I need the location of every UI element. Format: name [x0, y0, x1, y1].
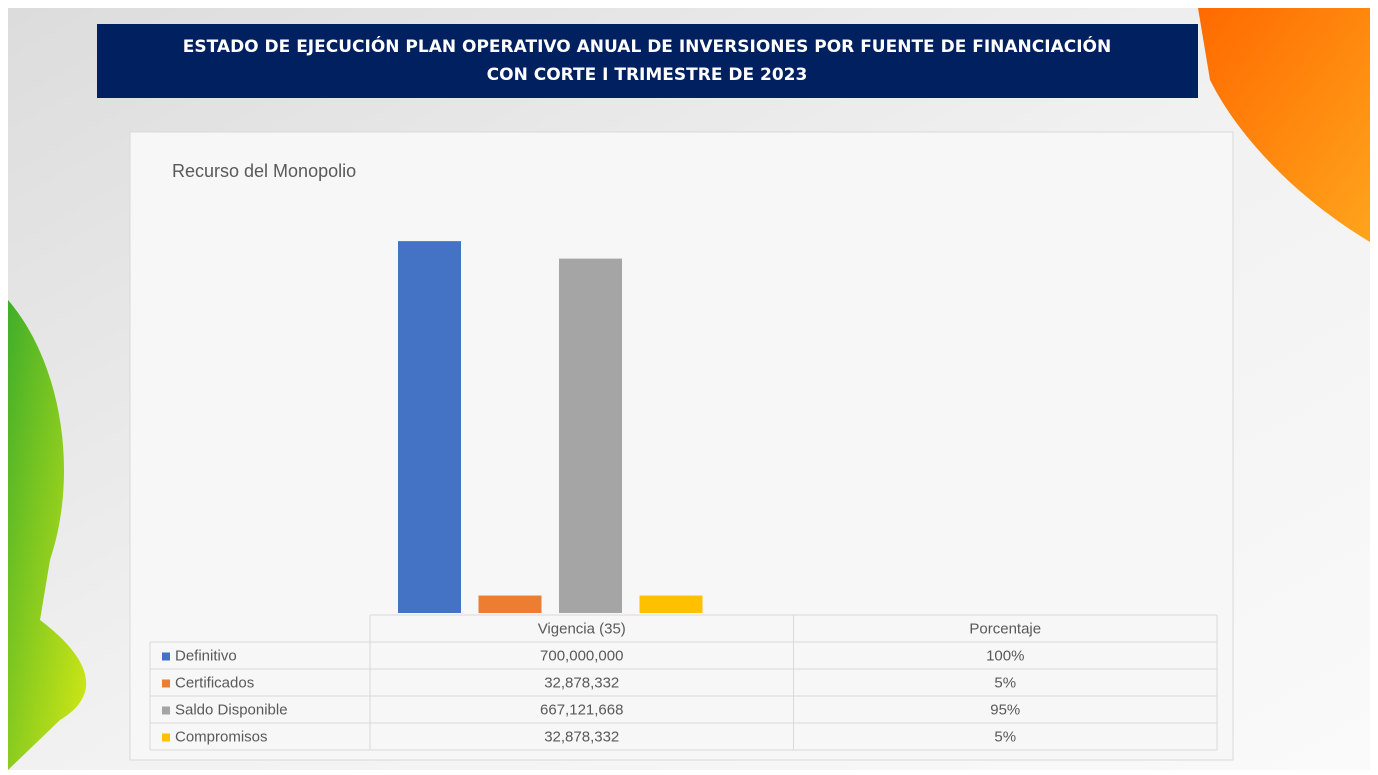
legend-label: Certificados [175, 674, 254, 691]
bar [640, 596, 703, 613]
table-value: 95% [990, 701, 1020, 718]
legend-swatch [162, 653, 170, 661]
chart-area [130, 132, 1233, 760]
legend-label: Saldo Disponible [175, 701, 288, 718]
table-value: 700,000,000 [540, 647, 623, 664]
header-banner [97, 24, 1198, 98]
legend-swatch [162, 680, 170, 688]
table-value: 5% [994, 728, 1016, 745]
table-value: 667,121,668 [540, 701, 623, 718]
header-title: ESTADO DE EJECUCIÓN PLAN OPERATIVO ANUAL… [183, 35, 1111, 57]
legend-label: Definitivo [175, 647, 237, 664]
legend-swatch [162, 734, 170, 742]
table-value: 32,878,332 [544, 674, 619, 691]
header-title: CON CORTE I TRIMESTRE DE 2023 [487, 65, 808, 85]
bar [479, 596, 542, 613]
legend-swatch [162, 707, 170, 715]
table-value: 5% [994, 674, 1016, 691]
category-label: Vigencia (35) [538, 620, 626, 637]
table-value: 100% [986, 647, 1024, 664]
legend-label: Compromisos [175, 728, 268, 745]
bar [559, 259, 622, 613]
category-label: Porcentaje [969, 620, 1041, 637]
bar [398, 241, 461, 613]
table-value: 32,878,332 [544, 728, 619, 745]
chart-title: Recurso del Monopolio [172, 161, 356, 181]
